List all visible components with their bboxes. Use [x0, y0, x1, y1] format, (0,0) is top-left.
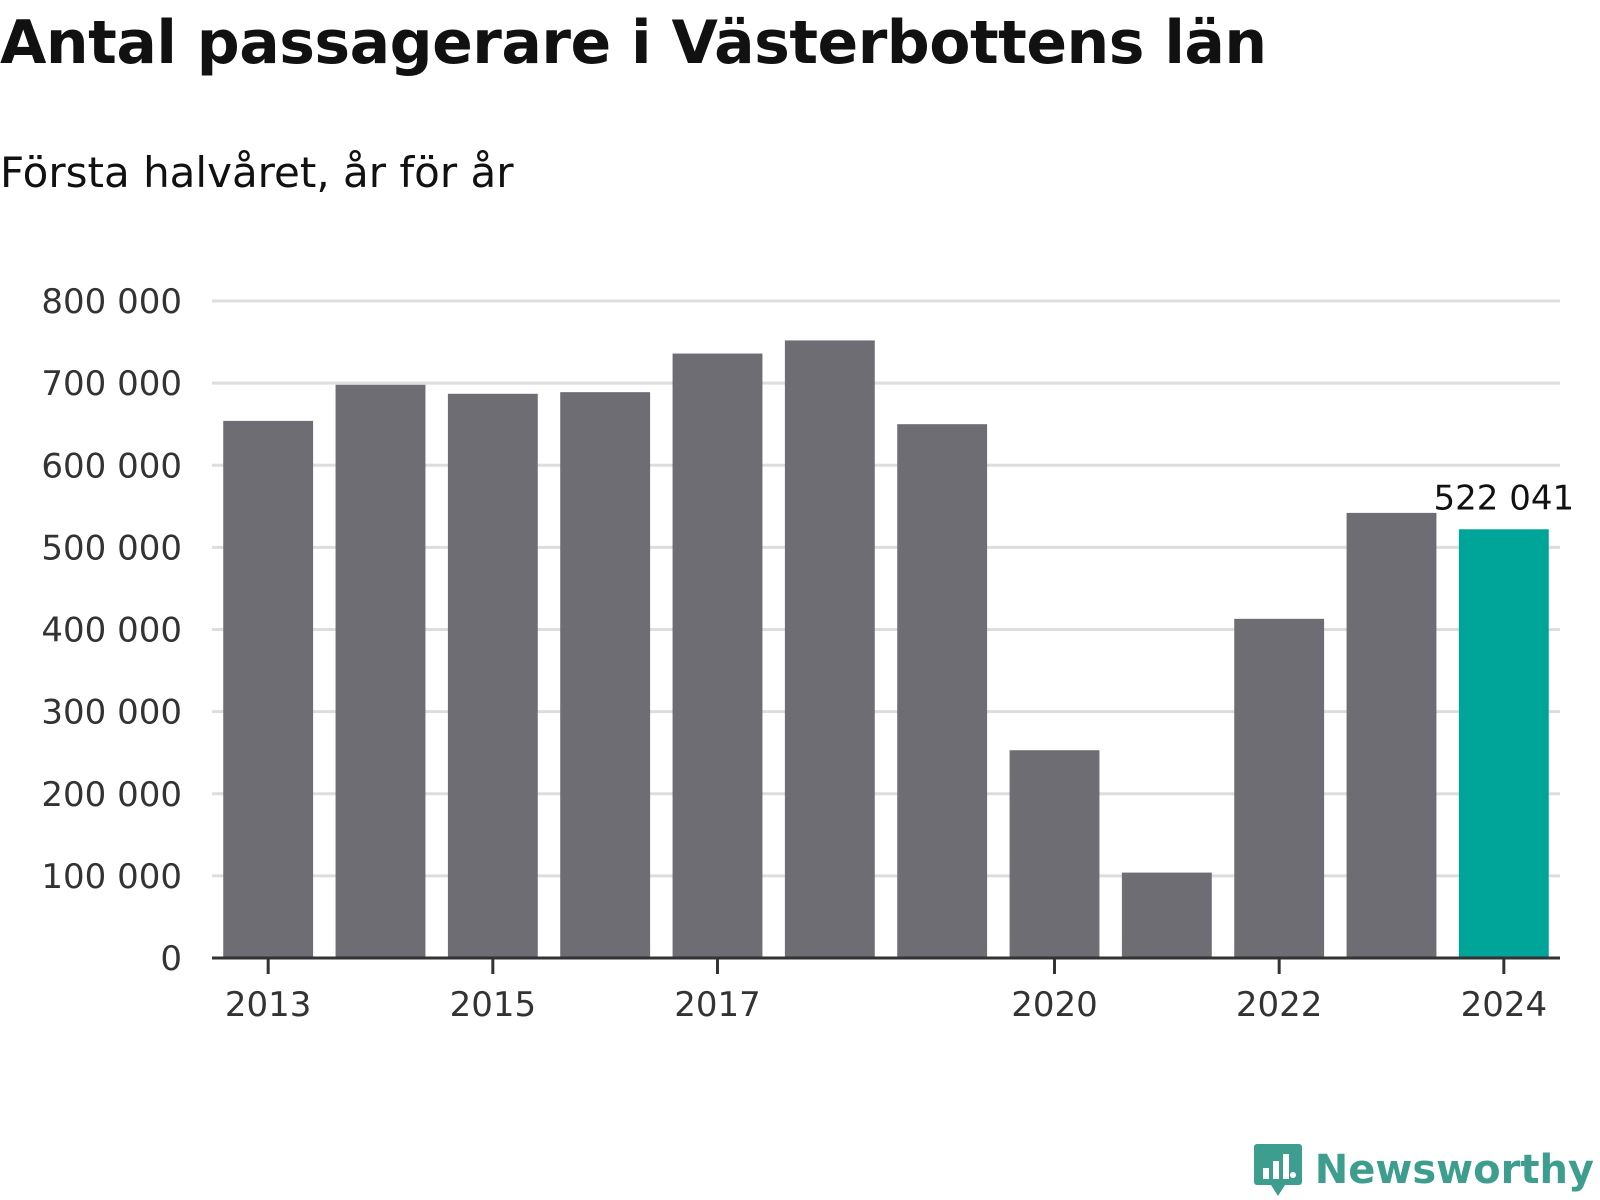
bar-2017: [672, 353, 763, 958]
labels: 0 100 000 200 000 300 000 400 000 500 000 600 …: [41, 282, 1574, 1025]
bar-2021: [1121, 872, 1212, 958]
bar-2024: [1458, 529, 1549, 958]
y-tick-label-0: 0: [160, 939, 182, 979]
y-tick-label-200000: 200 000: [41, 775, 182, 815]
y-tick-label-400000: 400 000: [41, 611, 182, 651]
brand-logo: Newsworthy: [1253, 1142, 1594, 1198]
x-tick-label-2015: 2015: [450, 985, 537, 1025]
y-tick-label-600000: 600 000: [41, 446, 182, 486]
grid-lines: [212, 299, 1560, 878]
y-tick-label-500000: 500 000: [41, 528, 182, 568]
axes: [212, 956, 1560, 974]
x-tick-label-2022: 2022: [1236, 985, 1323, 1025]
x-tick-label-2017: 2017: [674, 985, 761, 1025]
data-label-2024: 522 041: [1434, 478, 1575, 518]
bar-2022: [1234, 618, 1325, 958]
chart-title: Antal passagerare i Västerbottens län: [0, 8, 1267, 78]
bar-2013: [223, 420, 314, 959]
bar-2016: [560, 392, 651, 958]
chart-subtitle: Första halvåret, år för år: [0, 148, 514, 197]
y-tick-label-700000: 700 000: [41, 364, 182, 404]
bar-2019: [897, 424, 988, 958]
bar-2018: [784, 340, 875, 958]
bar-2020: [1009, 750, 1100, 958]
brand-name: Newsworthy: [1314, 1147, 1594, 1193]
bar-2023: [1346, 512, 1437, 958]
bar-chart-speech-bubble-icon: [1253, 1144, 1302, 1196]
y-tick-label-300000: 300 000: [41, 693, 182, 733]
bar-2014: [335, 384, 426, 959]
x-tick-label-2013: 2013: [225, 985, 312, 1025]
y-tick-label-100000: 100 000: [41, 857, 182, 897]
x-tick-label-2024: 2024: [1461, 985, 1548, 1025]
y-tick-label-800000: 800 000: [41, 282, 182, 322]
bar-2015: [447, 393, 538, 958]
bars: [223, 340, 1549, 959]
x-tick-label-2020: 2020: [1011, 985, 1098, 1025]
